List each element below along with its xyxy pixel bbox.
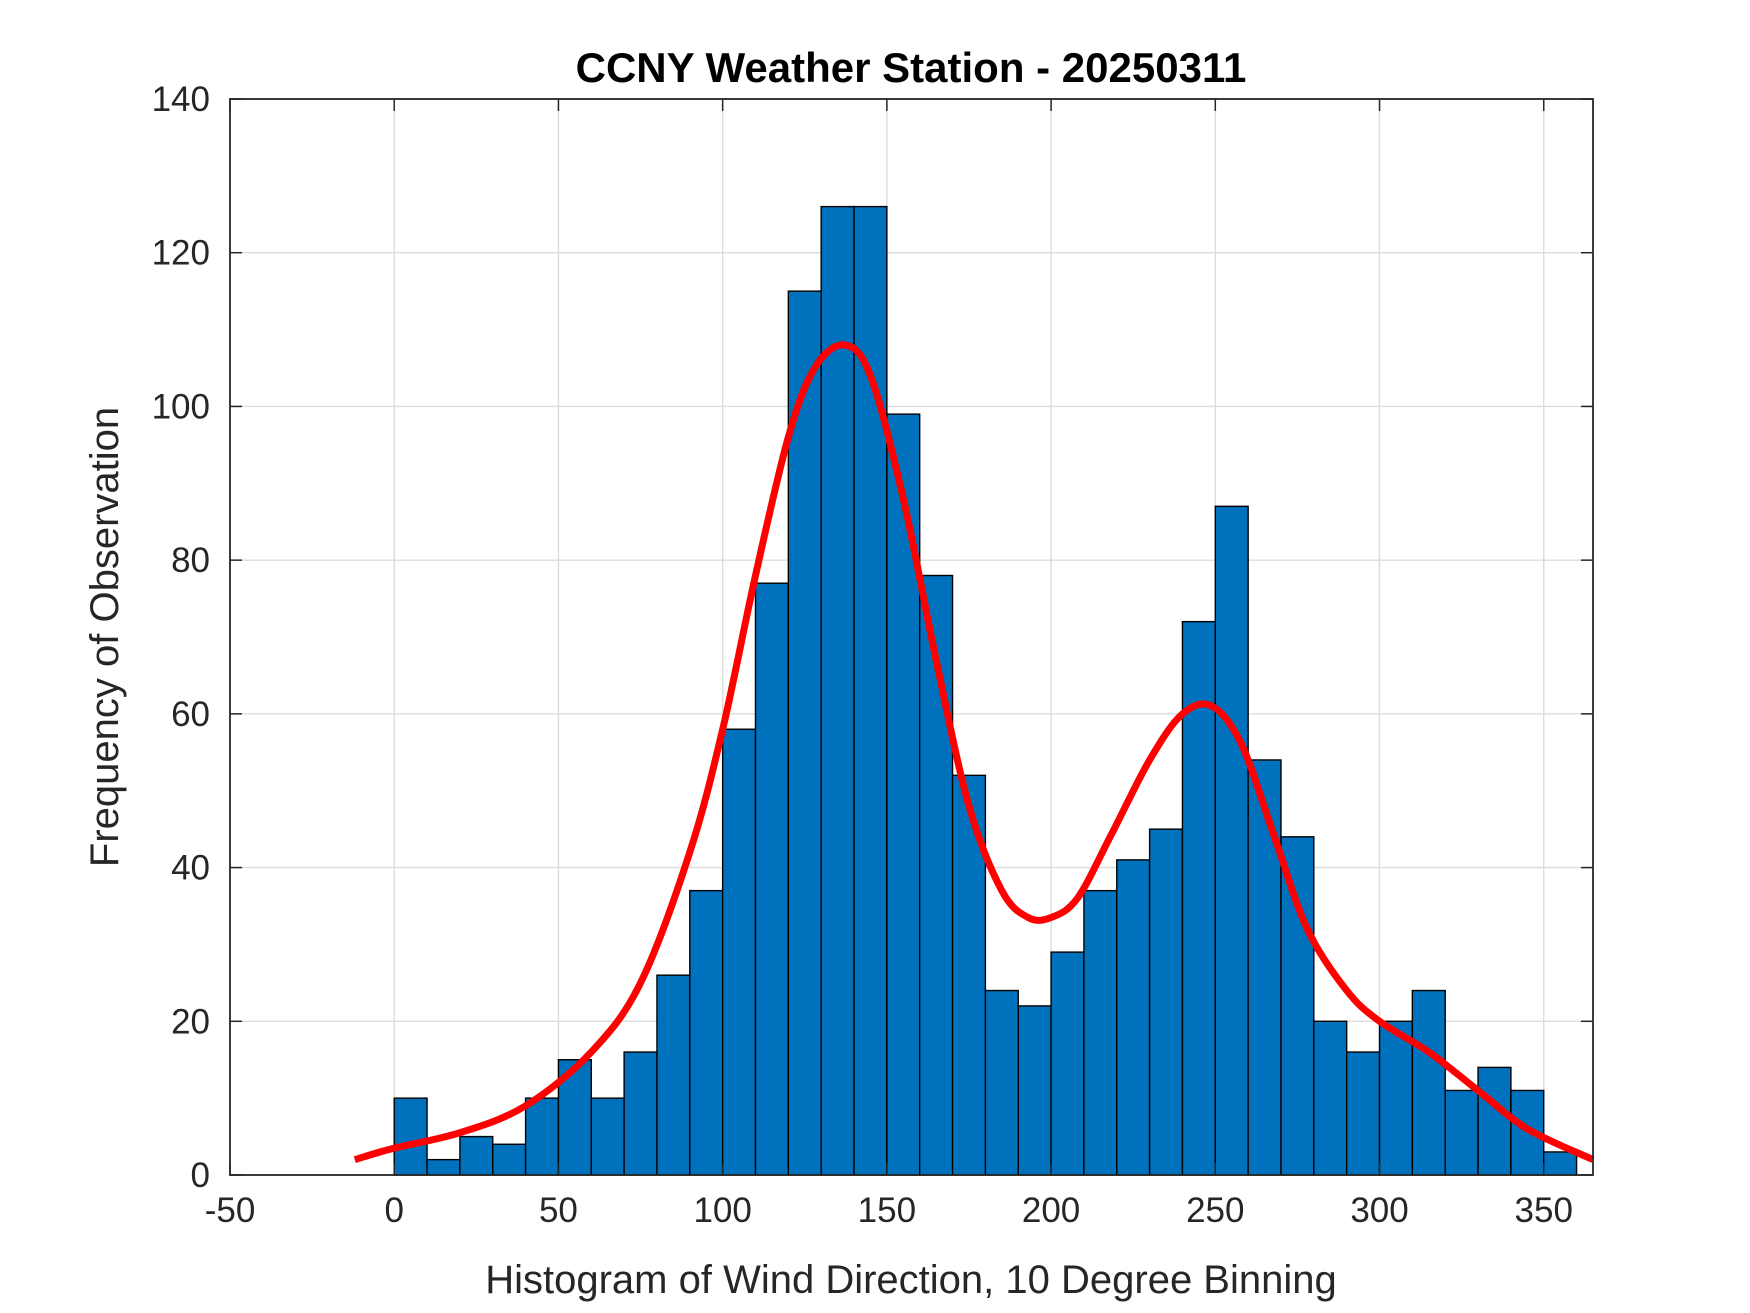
histogram-bar (393, 1097, 428, 1176)
x-tick-label: 200 (1022, 1191, 1080, 1230)
histogram-bar (886, 413, 921, 1176)
histogram-bar (1280, 836, 1315, 1176)
histogram-bar (721, 728, 757, 1176)
histogram-bar (1148, 828, 1184, 1176)
x-tick-label: 50 (539, 1191, 578, 1230)
histogram-bar (1543, 1151, 1578, 1176)
x-tick-label: 350 (1515, 1191, 1573, 1230)
histogram-bar (1411, 989, 1446, 1176)
y-tick-label: 40 (171, 849, 210, 888)
x-tick-label: 0 (384, 1191, 403, 1230)
y-tick-label: 140 (152, 80, 210, 119)
x-tick-label: 150 (858, 1191, 916, 1230)
x-tick-label: 300 (1350, 1191, 1408, 1230)
histogram-bar (984, 989, 1019, 1176)
histogram-bar (754, 582, 790, 1176)
y-tick-label: 80 (171, 541, 210, 580)
histogram-bar (1477, 1066, 1512, 1176)
histogram-bar (459, 1135, 494, 1176)
histogram-bar (1083, 889, 1118, 1176)
histogram-bar (1378, 1020, 1414, 1176)
histogram-bar (426, 1158, 461, 1176)
x-axis-label: Histogram of Wind Direction, 10 Degree B… (485, 1258, 1337, 1302)
fit-curve-line (353, 341, 1595, 1163)
histogram-bar (623, 1051, 658, 1176)
y-axis-label: Frequency of Observation (83, 407, 127, 867)
x-tick-label: -50 (205, 1191, 256, 1230)
y-tick-labels: 0 20 40 60 80 100 120 140 (152, 80, 210, 1195)
y-tick-label: 60 (171, 695, 210, 734)
histogram-bar (1050, 951, 1085, 1176)
y-tick-label: 100 (152, 387, 210, 426)
x-tick-label: 250 (1186, 1191, 1244, 1230)
x-tick-label: 100 (693, 1191, 751, 1230)
x-tick-labels: -50 0 50 100 150 200 250 300 350 (205, 1191, 1573, 1230)
histogram-bar (590, 1097, 625, 1176)
histogram-bar (689, 889, 724, 1176)
histogram-bar (656, 974, 691, 1176)
histogram-bar (524, 1097, 560, 1176)
histogram-bar (1313, 1020, 1348, 1176)
histogram-bar (1116, 859, 1151, 1176)
histogram-bar (787, 290, 822, 1176)
y-tick-label: 120 (152, 234, 210, 273)
y-tick-label: 0 (191, 1156, 210, 1195)
histogram-bar (492, 1143, 527, 1176)
histogram-bar (1345, 1051, 1381, 1176)
histogram-bar (1017, 1005, 1052, 1176)
histogram-bar (1444, 1089, 1479, 1176)
fit-curve-layer (353, 341, 1595, 1163)
chart-title: CCNY Weather Station - 20250311 (576, 44, 1247, 91)
y-tick-label: 20 (171, 1002, 210, 1041)
histogram-bar (820, 205, 855, 1176)
histogram-bar (1214, 505, 1249, 1176)
axes-box (229, 98, 1594, 1176)
histogram-bar (1247, 759, 1282, 1176)
axis-ticks (229, 98, 1593, 1176)
